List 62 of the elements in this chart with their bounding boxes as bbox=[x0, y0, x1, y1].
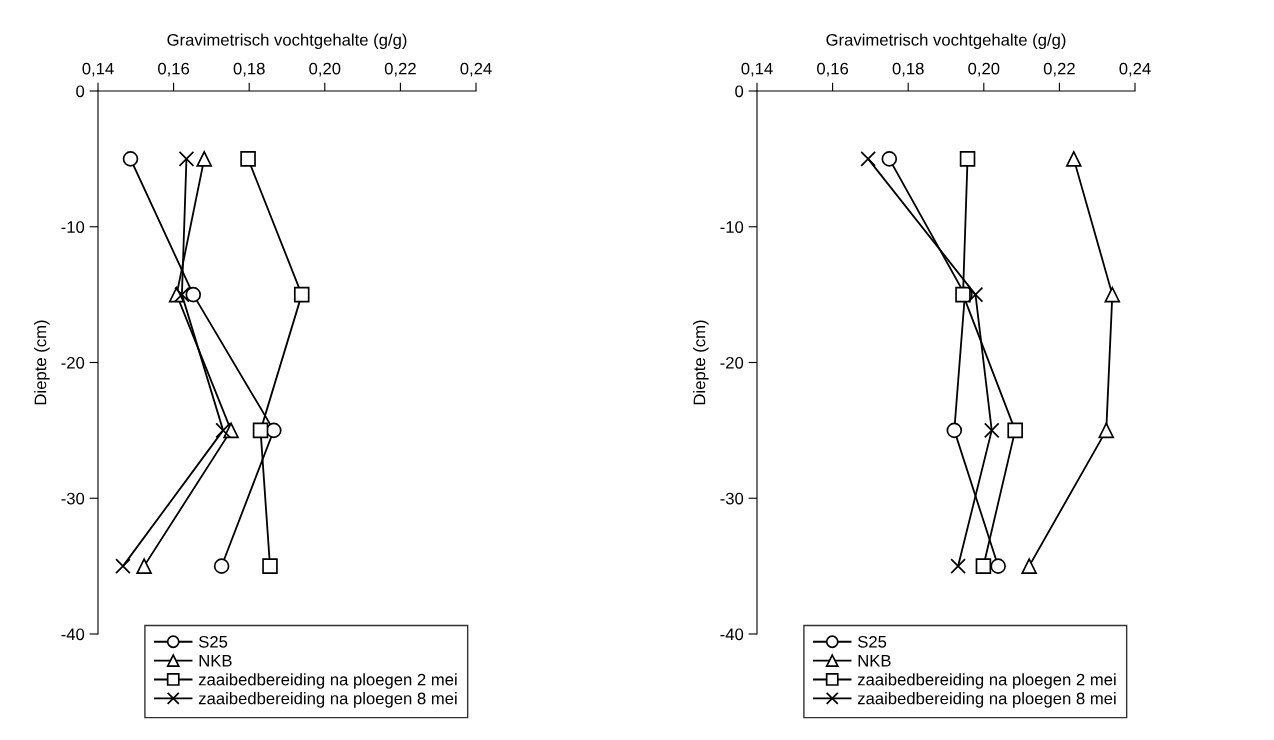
point bbox=[1104, 286, 1121, 303]
point bbox=[215, 422, 231, 439]
legend-label: zaaibedbereiding na ploegen 8 mei bbox=[198, 692, 457, 708]
point bbox=[178, 151, 195, 167]
x-axis-title: Gravimetrisch vochtgehalte (g/g) bbox=[167, 33, 407, 50]
legend-label: NKB bbox=[199, 654, 232, 667]
x-tick-label: 0,24 bbox=[1119, 62, 1151, 77]
point bbox=[213, 558, 230, 574]
y-tick-label: -40 bbox=[61, 628, 85, 641]
point bbox=[946, 422, 963, 439]
x-tick-label: 0,14 bbox=[82, 62, 114, 77]
point bbox=[185, 286, 202, 303]
point bbox=[252, 422, 269, 439]
x-tick-label: 0,22 bbox=[384, 62, 416, 77]
y-tick-label: -20 bbox=[720, 356, 744, 369]
x-tick-label: 0,18 bbox=[892, 62, 924, 77]
y-axis-title: Diepte (cm) bbox=[693, 320, 709, 405]
point bbox=[1021, 558, 1037, 574]
point bbox=[174, 286, 190, 303]
point bbox=[950, 558, 966, 574]
y-tick-label: 0 bbox=[76, 85, 85, 98]
point bbox=[1007, 422, 1023, 439]
x-tick-label: 0,20 bbox=[968, 62, 1000, 77]
y-tick-label: -10 bbox=[720, 221, 744, 233]
point bbox=[990, 558, 1006, 574]
legend-label: zaaibedbereiding na ploegen 2 mei bbox=[198, 673, 457, 689]
point bbox=[1065, 151, 1082, 167]
x-tick-label: 0,16 bbox=[158, 62, 190, 77]
x-tick-label: 0,24 bbox=[460, 62, 492, 77]
point bbox=[262, 558, 278, 574]
point bbox=[293, 286, 310, 303]
point bbox=[860, 151, 876, 167]
y-tick-label: -40 bbox=[720, 628, 744, 641]
y-tick-label: -10 bbox=[61, 221, 85, 233]
point bbox=[240, 151, 256, 167]
point bbox=[959, 151, 976, 167]
point bbox=[115, 558, 131, 574]
x-tick-label: 0,18 bbox=[233, 62, 265, 77]
y-tick-label: -30 bbox=[720, 492, 744, 505]
y-tick-label: 0 bbox=[735, 85, 744, 98]
x-tick-label: 0,14 bbox=[741, 62, 773, 77]
point bbox=[223, 422, 239, 439]
x-tick-label: 0,22 bbox=[1043, 62, 1075, 77]
x-axis-title: Gravimetrisch vochtgehalte (g/g) bbox=[826, 33, 1066, 50]
x-tick-label: 0,16 bbox=[817, 62, 849, 77]
point bbox=[881, 151, 898, 167]
point bbox=[122, 151, 139, 167]
legend-label: zaaibedbereiding na ploegen 2 mei bbox=[857, 673, 1116, 689]
y-tick-label: -30 bbox=[61, 492, 85, 505]
point bbox=[1098, 422, 1115, 439]
legend-label: S25 bbox=[857, 635, 887, 648]
y-tick-label: -20 bbox=[61, 356, 85, 369]
point bbox=[983, 422, 1000, 439]
point bbox=[196, 151, 212, 167]
x-tick-label: 0,20 bbox=[309, 62, 341, 77]
legend-label: NKB bbox=[858, 654, 891, 667]
legend-label: zaaibedbereiding na ploegen 8 mei bbox=[857, 692, 1116, 708]
point bbox=[975, 558, 992, 574]
y-axis-title: Diepte (cm) bbox=[34, 320, 50, 405]
point bbox=[967, 286, 984, 303]
point bbox=[136, 558, 152, 574]
legend-label: S25 bbox=[198, 635, 228, 648]
